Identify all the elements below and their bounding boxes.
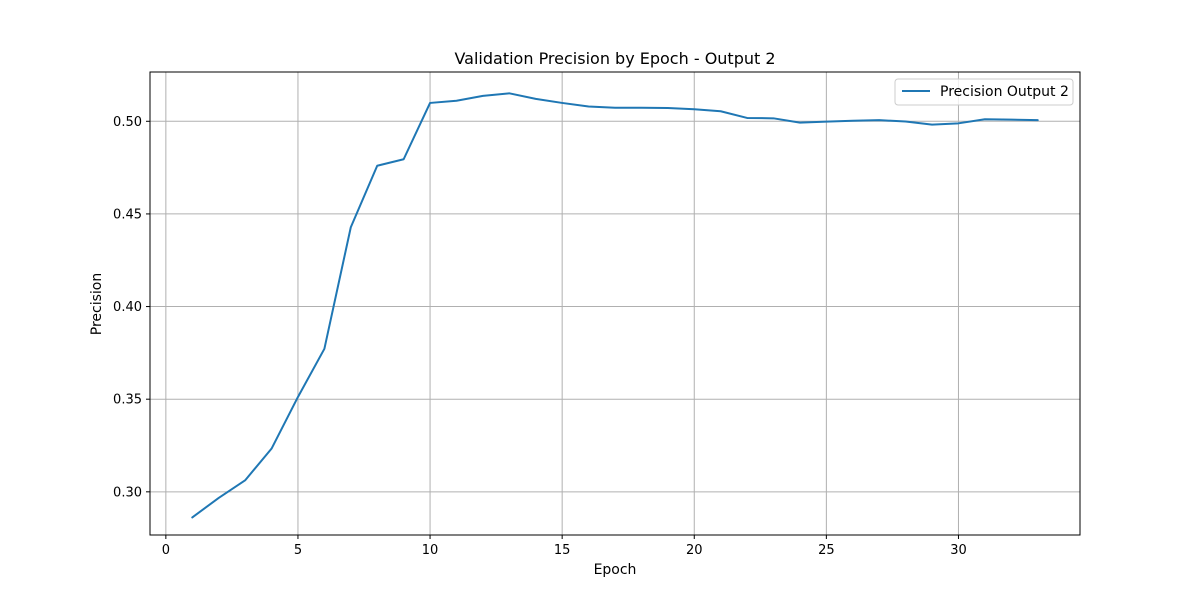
legend-label: Precision Output 2 (940, 84, 1069, 100)
y-tick-label: 0.30 (113, 485, 142, 500)
legend: Precision Output 2 (894, 78, 1074, 106)
x-tick-label: 5 (294, 543, 302, 558)
x-tick-label: 15 (554, 543, 571, 558)
x-tick-label: 30 (950, 543, 967, 558)
y-tick-label: 0.45 (113, 207, 142, 222)
x-tick-label: 0 (162, 543, 170, 558)
plot-lines (191, 92, 1039, 519)
y-axis-label: Precision (89, 273, 105, 335)
series-line-precision-output-2 (191, 92, 1039, 519)
x-tick-label: 20 (686, 543, 703, 558)
legend-box (894, 78, 1074, 106)
chart-title: Validation Precision by Epoch - Output 2 (454, 49, 775, 68)
plot-area-frame (149, 71, 1081, 536)
x-tick-label: 25 (818, 543, 835, 558)
y-tick-label: 0.50 (113, 115, 142, 130)
axis-ticks: 0 5 10 15 20 25 30 0.30 0.35 0.40 0.45 0.50 (113, 115, 967, 558)
y-tick-label: 0.35 (113, 393, 142, 408)
y-tick-label: 0.40 (113, 300, 142, 315)
grid (150, 72, 1080, 535)
x-axis-label: Epoch (594, 562, 637, 578)
x-tick-label: 10 (422, 543, 439, 558)
